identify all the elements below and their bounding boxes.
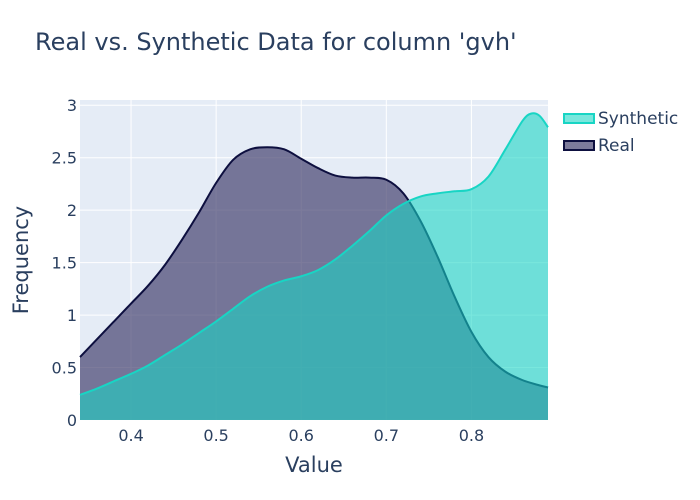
y-tick-label: 3: [67, 96, 77, 115]
x-tick-label: 0.5: [203, 426, 228, 445]
legend-swatch-real: [563, 140, 595, 151]
y-axis-title: Frequency: [9, 206, 33, 315]
x-tick-label: 0.6: [289, 426, 314, 445]
legend-label-real: Real: [598, 136, 635, 156]
y-tick-label: 0: [67, 411, 77, 430]
synthetic-line: [79, 112, 549, 396]
legend-label-synthetic: Synthetic: [598, 109, 678, 129]
y-tick-label: 1.5: [52, 254, 77, 273]
y-tick-label: 2: [67, 201, 77, 220]
chart-title: Real vs. Synthetic Data for column 'gvh': [35, 28, 517, 56]
x-tick-label: 0.7: [374, 426, 399, 445]
y-tick-label: 2.5: [52, 149, 77, 168]
legend-swatch-synthetic: [563, 113, 595, 124]
y-tick-label: 1: [67, 306, 77, 325]
x-tick-label: 0.8: [459, 426, 484, 445]
legend: Synthetic Real: [563, 109, 678, 156]
synthetic-area: [80, 113, 548, 421]
y-tick-label: 0.5: [52, 359, 77, 378]
series-layer: [79, 112, 549, 421]
y-axis-ticks: 0 0.5 1 1.5 2 2.5 3: [52, 96, 77, 430]
x-tick-label: 0.4: [118, 426, 143, 445]
x-axis-title: Value: [285, 453, 343, 477]
x-axis-ticks: 0.4 0.5 0.6 0.7 0.8: [118, 426, 484, 445]
